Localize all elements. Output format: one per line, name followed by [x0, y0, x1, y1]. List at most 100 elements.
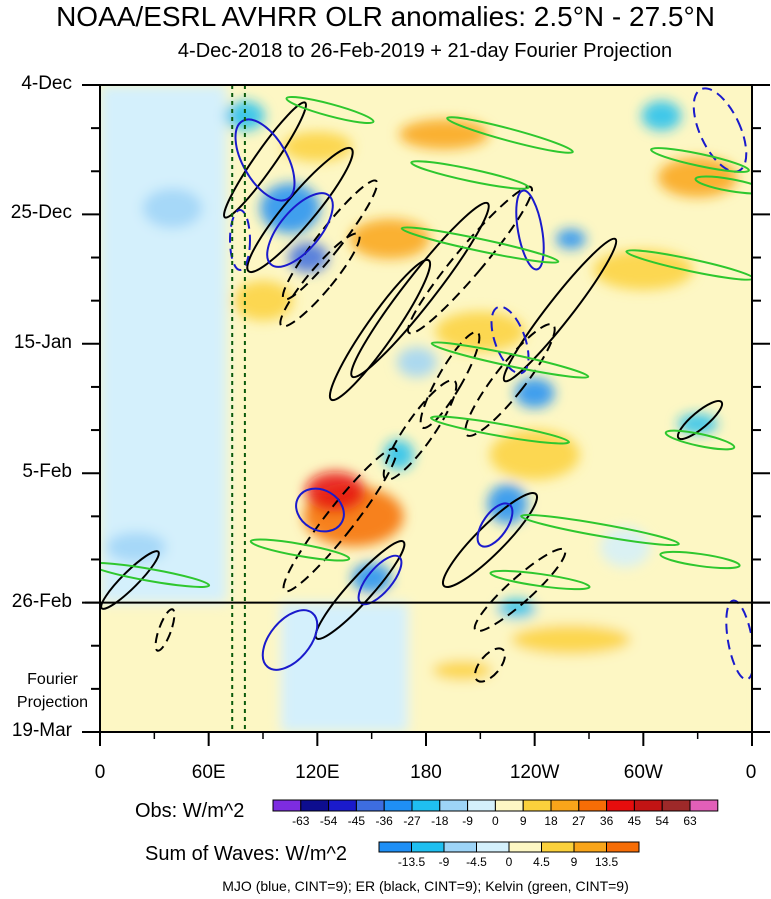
obs-colorbar-tick-label: 54	[656, 814, 670, 828]
mjo-contour	[476, 502, 514, 548]
footnote: MJO (blue, CINT=9); ER (black, CINT=9); …	[222, 878, 629, 894]
anomaly-patch	[593, 249, 694, 290]
er-contour	[407, 185, 533, 335]
kelvin-contour	[100, 562, 211, 588]
anomaly-patch	[260, 183, 321, 234]
kelvin-contour	[285, 95, 375, 125]
obs-colorbar-tick-label: 45	[628, 814, 642, 828]
projection-background	[100, 602, 752, 732]
anomaly-patch	[514, 378, 555, 409]
anomaly-patch	[432, 660, 493, 681]
x-tick-label: 120W	[509, 762, 560, 783]
waves-colorbar-swatch	[508, 841, 542, 853]
kelvin-contour	[249, 538, 351, 562]
anomaly-patch	[435, 311, 526, 352]
obs-colorbar-tick-label: -9	[462, 814, 473, 828]
kelvin-contour	[659, 550, 741, 570]
waves-colorbar-label: Sum of Waves: W/m^2	[145, 843, 348, 865]
anomaly-patch	[496, 598, 537, 619]
kelvin-contour	[650, 147, 750, 173]
waves-colorbar-swatch	[573, 841, 607, 853]
waves-colorbar-swatch	[411, 841, 445, 853]
er-contour	[100, 550, 160, 610]
kelvin-contour	[400, 226, 560, 264]
er-contour	[676, 399, 724, 441]
waves-colorbar-tick-label: 4.5	[533, 855, 550, 869]
waves-colorbar-swatch	[541, 841, 575, 853]
plot-area	[100, 85, 752, 732]
obs-colorbar-tick-label: 0	[492, 814, 499, 828]
kelvin-contour	[664, 429, 736, 451]
kelvin-contour	[410, 160, 530, 190]
mjo-contour	[295, 487, 345, 533]
er-contour	[350, 201, 490, 379]
waves-colorbar-tick-label: -4.5	[466, 855, 487, 869]
axes	[82, 84, 770, 746]
projection-negative-region	[281, 602, 408, 732]
obs-colorbar-tick-label: 36	[600, 814, 614, 828]
obs-colorbar-swatch	[578, 799, 608, 812]
wave-contours	[100, 87, 752, 683]
er-contour	[464, 323, 556, 437]
mjo-contour	[266, 192, 334, 268]
er-contour	[281, 179, 379, 301]
er-contour	[279, 232, 361, 328]
kelvin-contour	[694, 175, 752, 195]
obs-colorbar-swatch	[411, 799, 441, 812]
mjo-contour	[234, 118, 296, 202]
obs-colorbar-swatch	[550, 799, 580, 812]
x-tick-label: 0	[745, 762, 757, 783]
kelvin-contour	[489, 569, 591, 591]
anomaly-patch	[600, 527, 651, 568]
chart-subtitle: 4-Dec-2018 to 26-Feb-2019 + 21-day Fouri…	[177, 40, 673, 62]
kelvin-contour	[430, 415, 570, 445]
mjo-contour	[261, 609, 319, 671]
obs-colorbar-tick-label: 27	[572, 814, 586, 828]
er-contour	[502, 237, 618, 383]
er-contour	[314, 540, 406, 640]
waves-colorbar-swatch	[443, 841, 477, 853]
obs-colorbar-swatch	[383, 799, 413, 812]
er-contour	[441, 491, 539, 589]
anomaly-patch	[555, 229, 586, 250]
er-contour	[154, 608, 176, 652]
anomaly-patch	[305, 471, 366, 512]
anomaly-patch	[349, 219, 430, 260]
x-tick-label: 0	[94, 762, 106, 783]
obs-colorbar-tick-label: -54	[320, 814, 338, 828]
er-contour	[474, 647, 506, 683]
waves-colorbar-tick-label: 9	[571, 855, 578, 869]
anomaly-patch	[142, 188, 203, 229]
waves-colorbar-tick-label: 13.5	[595, 855, 619, 869]
obs-colorbar-swatch	[522, 799, 552, 812]
fourier-projection-label: Fourier Projection	[16, 671, 89, 711]
anomaly-patch	[489, 429, 580, 480]
er-contour	[419, 330, 481, 430]
western-negative-region	[100, 85, 227, 603]
waves-colorbar-tick-label: 0	[506, 855, 513, 869]
obs-colorbar-swatch	[439, 799, 469, 812]
kelvin-contour	[446, 116, 574, 154]
mjo-contour	[692, 87, 748, 173]
y-tick-label: 4-Dec	[21, 73, 72, 94]
waves-colorbar-tick-label: -9	[439, 855, 450, 869]
y-tick-label: 25-Dec	[10, 202, 72, 224]
anomaly-patch	[106, 532, 167, 563]
olr-anomaly-field	[100, 85, 752, 732]
anomaly-patch	[641, 100, 682, 131]
er-contour	[473, 547, 567, 633]
er-contour	[282, 447, 398, 593]
obs-colorbar-swatch	[689, 799, 719, 812]
anomaly-patch	[233, 280, 293, 321]
y-tick-label: 15-Jan	[13, 331, 72, 353]
kelvin-contour	[430, 341, 590, 379]
obs-colorbar-swatch	[300, 799, 330, 812]
anomaly-patch	[510, 624, 631, 655]
obs-colorbar-tick-label: -63	[292, 814, 310, 828]
obs-colorbar-tick-label: 63	[683, 814, 697, 828]
obs-colorbar-tick-label: 9	[520, 814, 527, 828]
waves-colorbar-swatch	[606, 841, 640, 853]
anomaly-patch	[383, 439, 414, 470]
chart-title: NOAA/ESRL AVHRR OLR anomalies: 2.5°N - 2…	[56, 1, 715, 32]
obs-colorbar-swatch	[272, 799, 302, 812]
